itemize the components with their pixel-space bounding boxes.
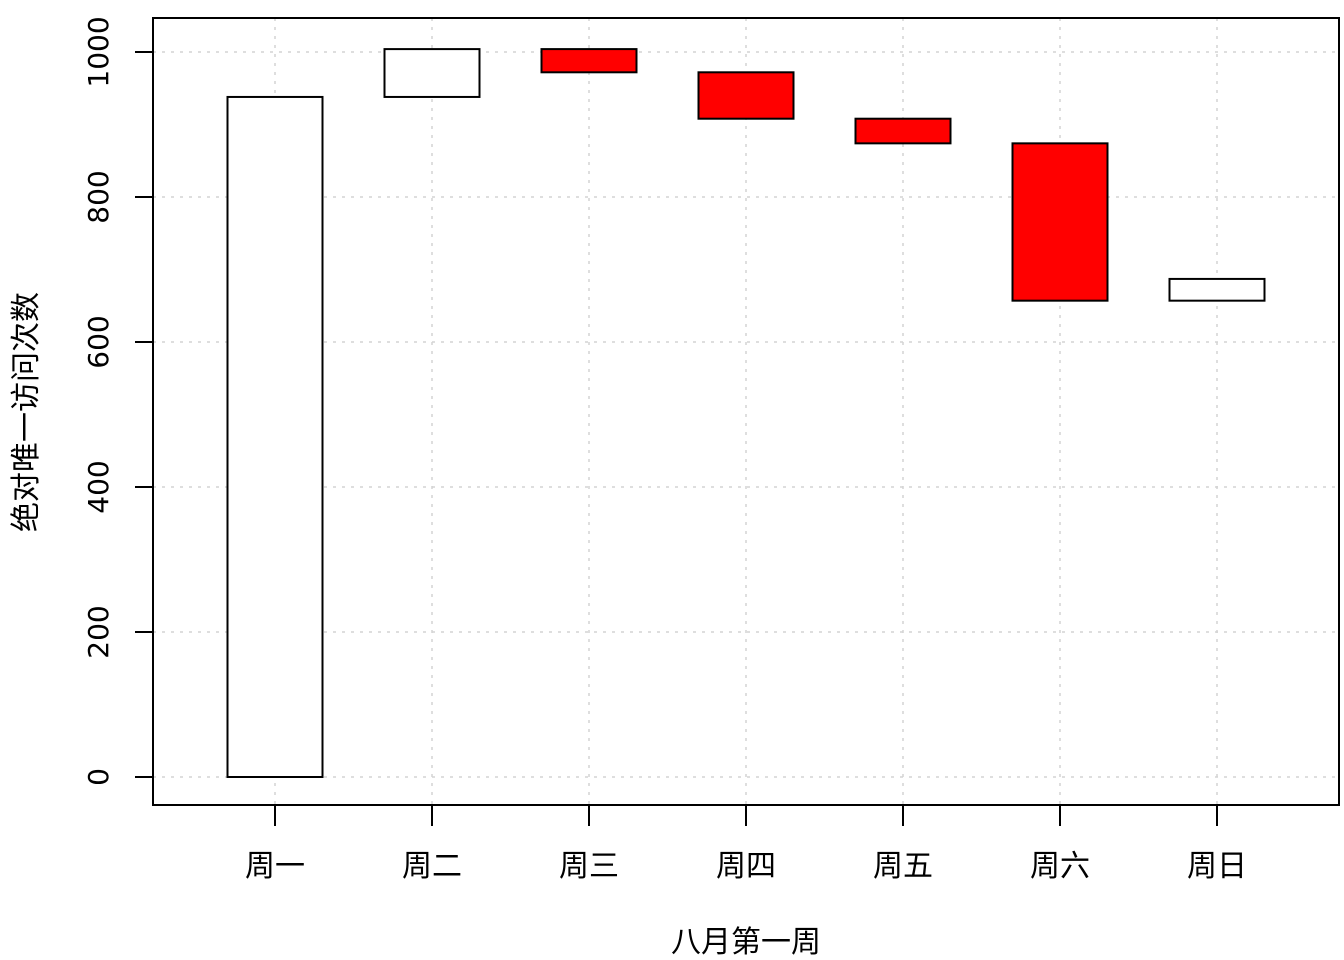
x-axis-label: 八月第一周 — [671, 925, 821, 960]
y-tick-label: 0 — [82, 768, 115, 786]
x-tick-label: 周六 — [1030, 849, 1090, 884]
y-tick-label: 400 — [82, 460, 115, 513]
waterfall-bar — [697, 71, 795, 120]
waterfall-bar — [383, 48, 481, 98]
waterfall-bar — [540, 48, 638, 74]
grid-lines — [153, 18, 1339, 805]
y-axis-label: 绝对唯一访问次数 — [9, 292, 44, 532]
x-tick-label: 周四 — [716, 849, 776, 884]
x-tick-label: 周日 — [1187, 849, 1247, 884]
x-axis: 周一 周二 周三 周四 周五 周六 周日 — [245, 805, 1247, 884]
y-axis: 0 200 400 600 800 1000 — [82, 16, 153, 786]
x-tick-label: 周二 — [402, 849, 462, 884]
y-tick-label: 1000 — [82, 16, 115, 87]
x-tick-label: 周三 — [559, 849, 619, 884]
x-tick-label: 周一 — [245, 849, 305, 884]
waterfall-bar — [226, 95, 324, 778]
bars-group — [226, 48, 1266, 778]
waterfall-bar — [1011, 142, 1109, 302]
y-tick-label: 200 — [82, 605, 115, 658]
y-tick-label: 800 — [82, 170, 115, 223]
x-tick-label: 周五 — [873, 849, 933, 884]
waterfall-bar — [854, 117, 952, 145]
y-tick-label: 600 — [82, 315, 115, 368]
waterfall-bar — [1168, 277, 1266, 302]
